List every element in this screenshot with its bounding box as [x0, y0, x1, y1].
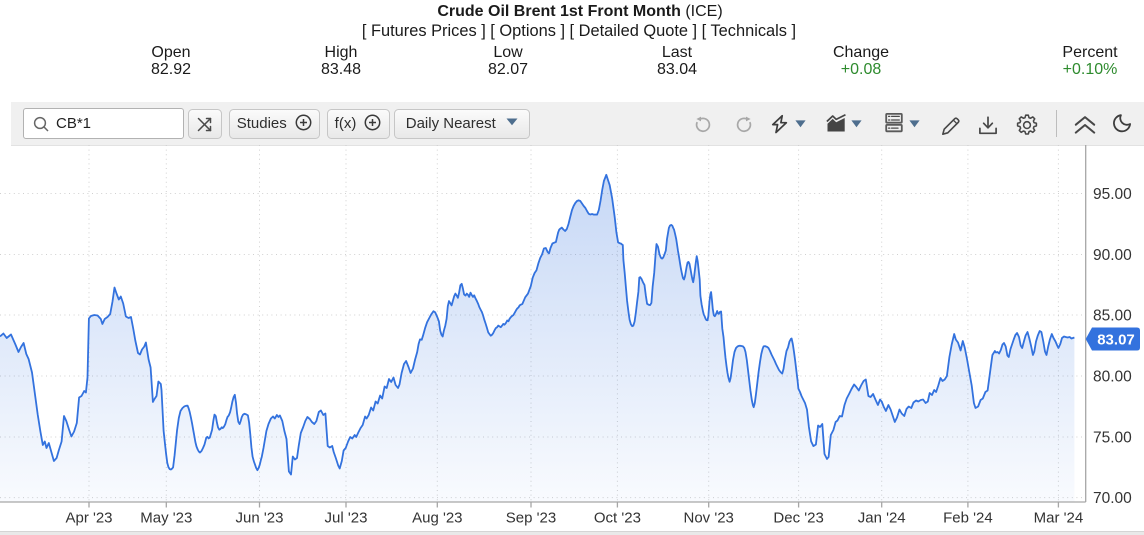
- svg-text:83.07: 83.07: [1097, 331, 1135, 348]
- svg-text:90.00: 90.00: [1093, 247, 1132, 264]
- svg-text:80.00: 80.00: [1093, 368, 1132, 385]
- svg-text:85.00: 85.00: [1093, 307, 1132, 324]
- svg-text:75.00: 75.00: [1093, 429, 1132, 446]
- svg-text:Apr '23: Apr '23: [65, 510, 112, 527]
- svg-text:Feb '24: Feb '24: [943, 510, 993, 527]
- svg-text:Mar '24: Mar '24: [1034, 510, 1084, 527]
- svg-text:Jul '23: Jul '23: [325, 510, 368, 527]
- svg-text:Dec '23: Dec '23: [773, 510, 823, 527]
- svg-text:Oct '23: Oct '23: [594, 510, 641, 527]
- svg-text:Sep '23: Sep '23: [506, 510, 556, 527]
- svg-text:Nov '23: Nov '23: [684, 510, 734, 527]
- svg-text:70.00: 70.00: [1093, 490, 1132, 507]
- svg-text:95.00: 95.00: [1093, 186, 1132, 203]
- svg-text:Aug '23: Aug '23: [412, 510, 462, 527]
- svg-text:Jan '24: Jan '24: [858, 510, 906, 527]
- svg-text:May '23: May '23: [140, 510, 192, 527]
- svg-text:Jun '23: Jun '23: [236, 510, 284, 527]
